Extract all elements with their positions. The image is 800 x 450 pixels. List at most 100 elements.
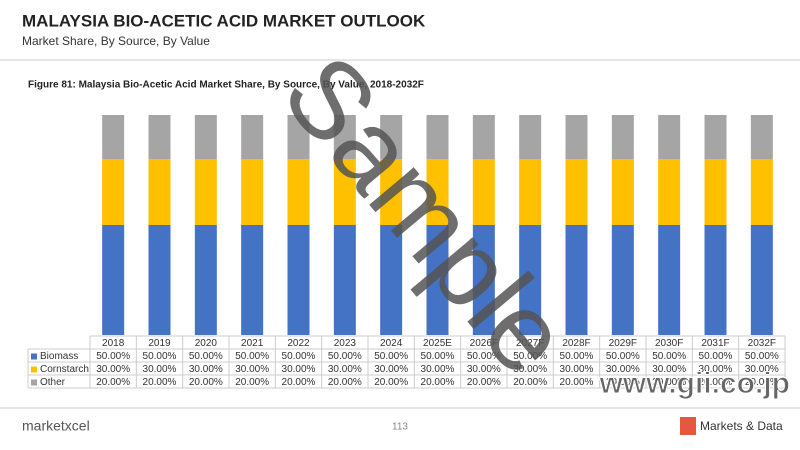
data-label: 20.00% <box>189 377 223 388</box>
bar-segment <box>658 115 681 159</box>
site: www.gii.co.jp <box>598 367 790 400</box>
bar-segment <box>148 115 171 159</box>
bar-segment <box>194 159 217 225</box>
data-label: 30.00% <box>745 364 779 375</box>
bar-segment <box>565 159 588 225</box>
x-tick-label: 2030F <box>655 338 683 349</box>
bar-segment <box>333 159 356 225</box>
x-tick-label: 2023 <box>334 338 357 349</box>
data-label: 20.00% <box>606 377 640 388</box>
bar-segment <box>148 225 171 335</box>
data-label: 20.00% <box>96 377 130 388</box>
page-title: MALAYSIA BIO-ACETIC ACID MARKET OUTLOOK <box>22 11 426 30</box>
data-label: 30.00% <box>328 364 362 375</box>
bar-segment <box>472 115 495 159</box>
data-label: 30.00% <box>96 364 130 375</box>
bar-segment <box>241 225 264 335</box>
data-label: 30.00% <box>467 364 501 375</box>
data-label: 20.00% <box>374 377 408 388</box>
data-label: 30.00% <box>652 364 686 375</box>
data-label: 20.00% <box>282 377 316 388</box>
data-label: 20.00% <box>143 377 177 388</box>
data-label: 30.00% <box>699 364 733 375</box>
legend-label: Cornstarch <box>40 364 89 375</box>
legend-label: Other <box>40 377 66 388</box>
data-label: 50.00% <box>143 351 177 362</box>
data-label: 30.00% <box>143 364 177 375</box>
bar-segment <box>380 159 403 225</box>
data-label: 30.00% <box>282 364 316 375</box>
bar-segment <box>194 225 217 335</box>
bar-segment <box>611 115 634 159</box>
data-label: 20.00% <box>421 377 455 388</box>
x-tick-label: 2026F <box>470 338 498 349</box>
data-label: 50.00% <box>560 351 594 362</box>
bar-segment <box>102 225 125 335</box>
x-tick-label: 2025E <box>423 338 452 349</box>
bar-segment <box>472 159 495 225</box>
data-label: 50.00% <box>282 351 316 362</box>
bar-segment <box>704 115 727 159</box>
data-label: 30.00% <box>513 364 547 375</box>
page-number: 113 <box>392 422 408 433</box>
data-label: 50.00% <box>189 351 223 362</box>
data-label: 50.00% <box>699 351 733 362</box>
data-label: 20.00% <box>328 377 362 388</box>
data-label: 30.00% <box>560 364 594 375</box>
x-tick-label: 2019 <box>148 338 171 349</box>
bar-segment <box>565 115 588 159</box>
bar-segment <box>750 159 773 225</box>
bar-segment <box>704 225 727 335</box>
data-label: 20.00% <box>699 377 733 388</box>
data-label: 20.00% <box>745 377 779 388</box>
bar-segment <box>333 115 356 159</box>
bar-segment <box>102 115 125 159</box>
bar-segment <box>519 159 542 225</box>
x-tick-label: 2021 <box>241 338 264 349</box>
bar-segment <box>565 225 588 335</box>
data-label: 50.00% <box>606 351 640 362</box>
data-label: 30.00% <box>235 364 269 375</box>
bar-segment <box>611 159 634 225</box>
bar-segment <box>333 225 356 335</box>
data-label: 30.00% <box>606 364 640 375</box>
x-tick-label: 2024 <box>380 338 403 349</box>
bar-segment <box>287 115 310 159</box>
data-label: 50.00% <box>374 351 408 362</box>
partner: Markets & Data <box>700 419 783 433</box>
data-label: 20.00% <box>652 377 686 388</box>
legend-swatch <box>31 353 37 360</box>
data-label: 20.00% <box>235 377 269 388</box>
legend-label: Biomass <box>40 351 78 362</box>
bar-segment <box>287 159 310 225</box>
bar-segment <box>658 225 681 335</box>
data-label: 50.00% <box>745 351 779 362</box>
bar-segment <box>148 159 171 225</box>
bar-segment <box>102 159 125 225</box>
legend-swatch <box>31 379 37 386</box>
x-tick-label: 2028F <box>562 338 590 349</box>
data-label: 50.00% <box>652 351 686 362</box>
bar-segment <box>194 115 217 159</box>
bar-segment <box>750 115 773 159</box>
page-subtitle: Market Share, By Source, By Value <box>22 34 210 48</box>
x-tick-label: 2031F <box>701 338 729 349</box>
x-tick-label: 2018 <box>102 338 125 349</box>
data-label: 20.00% <box>467 377 501 388</box>
bar-segment <box>241 115 264 159</box>
bar-segment <box>426 115 449 159</box>
data-label: 30.00% <box>374 364 408 375</box>
data-label: 50.00% <box>513 351 547 362</box>
x-tick-label: 2020 <box>195 338 218 349</box>
bar-segment <box>380 225 403 335</box>
data-label: 20.00% <box>513 377 547 388</box>
x-tick-label: 2029F <box>609 338 637 349</box>
bar-segment <box>750 225 773 335</box>
data-label: 50.00% <box>467 351 501 362</box>
bar-segment <box>241 159 264 225</box>
data-label: 50.00% <box>96 351 130 362</box>
data-label: 50.00% <box>328 351 362 362</box>
bar-segment <box>472 225 495 335</box>
bar-segment <box>380 115 403 159</box>
